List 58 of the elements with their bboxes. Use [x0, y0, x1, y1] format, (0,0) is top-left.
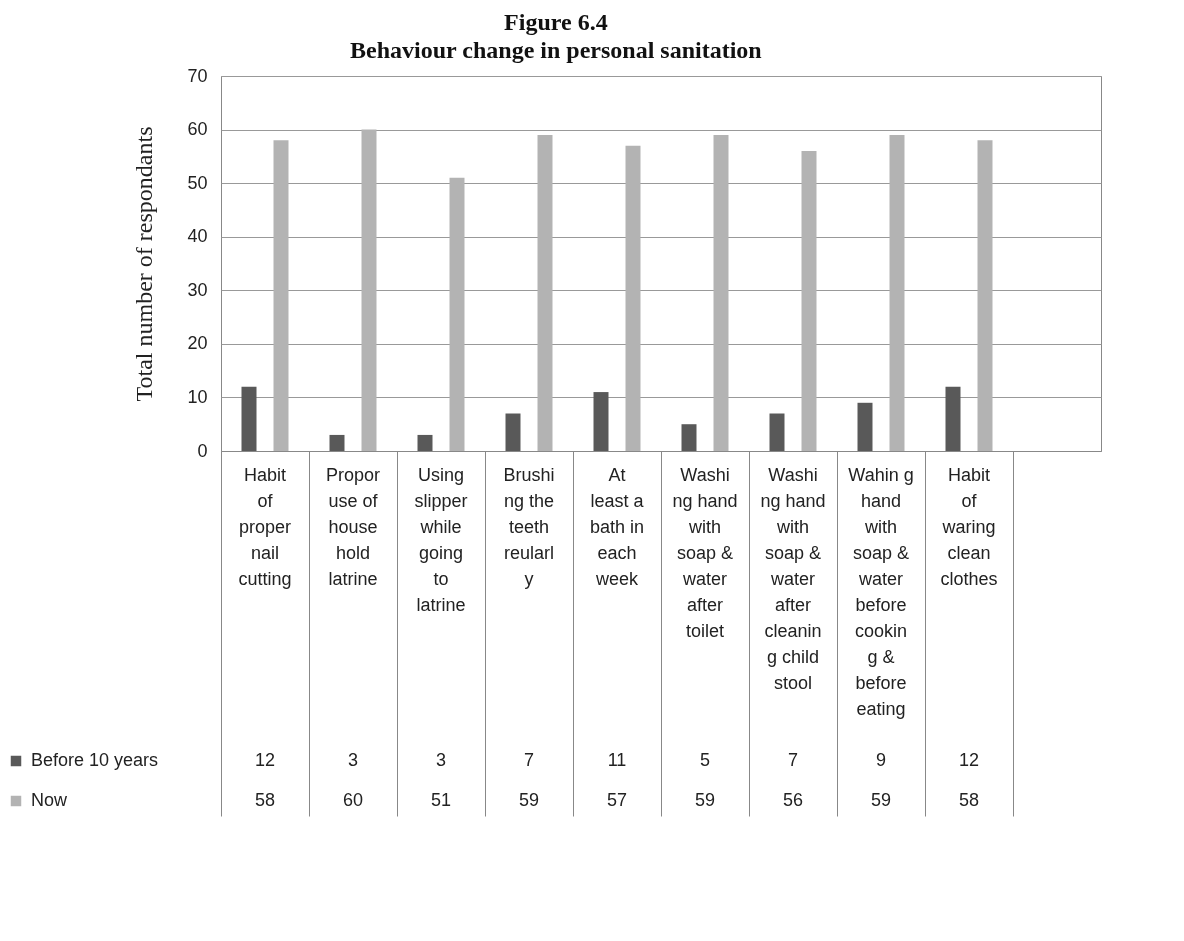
y-tick-label: 70 [187, 65, 208, 86]
bar [945, 386, 961, 451]
x-tick-label: Washi ng hand with soap & water after toilet [672, 464, 738, 641]
legend-label: Now [31, 790, 69, 810]
data-label: 12 [958, 750, 980, 770]
bar [625, 145, 641, 451]
y-tick-label: 20 [187, 333, 208, 354]
bar [361, 129, 377, 451]
y-tick-label: 40 [187, 226, 208, 247]
data-label: 51 [430, 790, 452, 810]
data-label: 58 [254, 790, 276, 810]
bar [273, 140, 289, 451]
category-label: Wahin g hand with soap & water before cookin g & before eating [848, 464, 914, 719]
bar [505, 413, 521, 451]
y-tick-label: 60 [187, 119, 208, 140]
data-label: 60 [342, 790, 364, 810]
y-tick-label: 30 [187, 279, 208, 300]
data-label: 3 [435, 750, 447, 770]
bar [449, 177, 465, 451]
data-label: 59 [694, 790, 716, 810]
data-label: 9 [875, 750, 887, 770]
data-label: 56 [782, 790, 804, 810]
x-tick-label: Using slipper while going to latrine [414, 464, 468, 615]
bar [889, 134, 905, 451]
chart-subtitle: Behaviour change in personal sanitation [350, 36, 762, 63]
x-tick-label: Habit of waring clean clothes [940, 464, 998, 589]
data-label: 59 [518, 790, 540, 810]
bar [769, 413, 785, 451]
bar [593, 392, 609, 451]
x-tick-label: Habit of proper nail cutting [238, 464, 292, 589]
bar [417, 434, 433, 451]
bar [241, 386, 257, 451]
bar [801, 151, 817, 451]
bar [537, 134, 553, 451]
bar [857, 402, 873, 451]
data-label: 57 [606, 790, 628, 810]
legend-label: Before 10 years [31, 750, 159, 770]
data-label: 7 [787, 750, 799, 770]
bar [681, 424, 697, 451]
y-tick-label: 0 [197, 440, 208, 461]
data-label: 5 [699, 750, 711, 770]
bar [713, 134, 729, 451]
bar [329, 434, 345, 451]
data-label: 11 [607, 750, 627, 770]
bar [977, 140, 993, 451]
y-tick-label: 50 [187, 172, 208, 193]
chart-title: Figure 6.4 [504, 8, 608, 35]
y-tick-label: 10 [187, 386, 208, 407]
data-label: 59 [870, 790, 892, 810]
x-tick-label: At least a bath in each week [589, 464, 645, 589]
data-label: 58 [958, 790, 980, 810]
data-label: 12 [254, 750, 276, 770]
data-label: 3 [347, 750, 359, 770]
category-label: Washi ng hand with soap & water after cleanin g child stool [760, 464, 826, 693]
x-tick-label: Propor use of house hold latrine [325, 464, 381, 589]
data-label: 7 [523, 750, 535, 770]
y-axis-title: Total number of respondants [131, 126, 158, 402]
x-tick-label: Brushi ng the teeth reularl y [503, 464, 555, 589]
